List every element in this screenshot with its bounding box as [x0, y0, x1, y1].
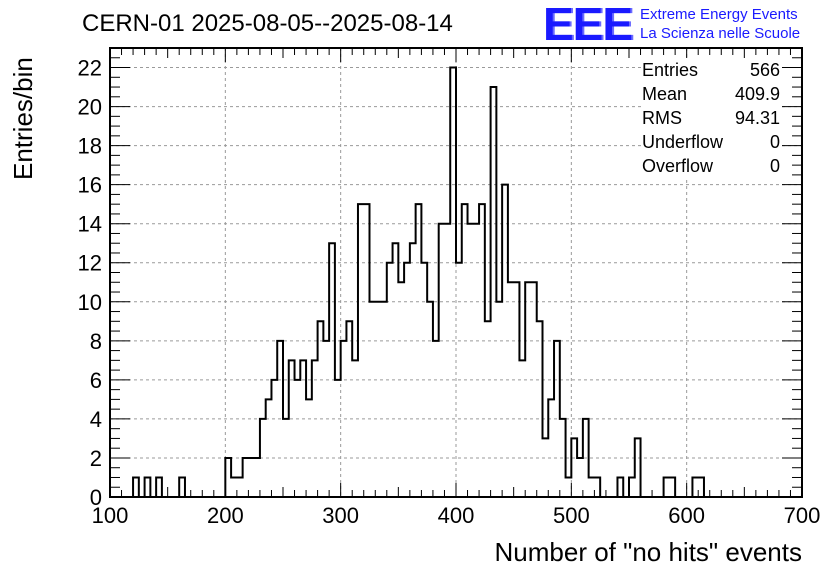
x-tick-label: 300 [322, 503, 359, 528]
x-tick-label: 700 [784, 503, 821, 528]
y-tick-label: 8 [90, 329, 102, 354]
histogram-bin [566, 477, 572, 497]
y-tick-label: 20 [78, 95, 102, 120]
stat-label: RMS [642, 108, 682, 128]
histogram-bin [485, 321, 491, 497]
histogram-bin [295, 380, 301, 497]
histogram-bin [375, 302, 381, 497]
x-tick-label: 400 [438, 503, 475, 528]
x-axis-label: Number of "no hits" events [494, 537, 803, 567]
logo-mark: EEE [543, 0, 633, 50]
y-tick-label: 6 [90, 368, 102, 393]
logo-line-2: La Scienza nelle Scuole [640, 25, 801, 42]
histogram-bin [496, 302, 502, 497]
histogram-bin [381, 302, 387, 497]
logo-text: Extreme Energy Events La Scienza nelle S… [640, 5, 800, 43]
stat-row-overflow: Overflow 0 [642, 154, 780, 178]
histogram-bin [370, 302, 376, 497]
histogram-bin [306, 399, 312, 497]
histogram-bins [133, 68, 704, 497]
stat-label: Entries [642, 60, 699, 80]
stat-row-entries: Entries 566 [642, 58, 780, 82]
x-tick-label: 100 [92, 503, 129, 528]
histogram-bin [248, 458, 254, 497]
histogram-bin [468, 224, 474, 497]
histogram-bin [589, 477, 595, 497]
stats-box: Entries 566 Mean 409.9 RMS 94.31 Underfl… [642, 58, 780, 178]
stat-value: 94.31 [734, 108, 780, 128]
histogram-bin [410, 243, 416, 497]
y-tick-label: 12 [78, 251, 102, 276]
y-tick-label: 16 [78, 173, 102, 198]
stat-value: 566 [749, 60, 780, 80]
y-tick-label: 0 [90, 485, 102, 510]
tick-labels: 100 200 300 400 500 600 700 0 2 4 6 8 10 12 14 16 18 20 22 [78, 56, 821, 528]
y-tick-label: 14 [78, 212, 102, 237]
histogram-bin [352, 360, 358, 497]
stat-label: Underflow [642, 132, 724, 152]
x-tick-label: 500 [553, 503, 590, 528]
histogram-bin [473, 224, 479, 497]
histogram-bin [519, 360, 525, 497]
stat-label: Overflow [642, 156, 714, 176]
histogram-bin [237, 477, 243, 497]
y-tick-label: 4 [90, 407, 102, 432]
stat-value: 0 [769, 132, 780, 152]
x-tick-label: 600 [668, 503, 705, 528]
stat-row-mean: Mean 409.9 [642, 82, 780, 106]
y-axis-label: Entries/bin [8, 57, 38, 180]
y-tick-label: 10 [78, 290, 102, 315]
eee-logo: EEE Extreme Energy Events La Scienza nel… [543, 0, 800, 50]
plot-frame [109, 47, 803, 498]
histogram-bin [254, 458, 260, 497]
y-tick-label: 18 [78, 134, 102, 159]
x-tick-label: 200 [207, 503, 244, 528]
stat-value: 409.9 [734, 84, 780, 104]
histogram-bin [335, 380, 341, 497]
logo-line-1: Extreme Energy Events [640, 6, 798, 23]
stat-value: 0 [769, 156, 780, 176]
histogram-bin [577, 458, 583, 497]
histogram-bin [543, 438, 549, 497]
stat-row-underflow: Underflow 0 [642, 130, 780, 154]
histogram-bin [231, 477, 237, 497]
stat-row-rms: RMS 94.31 [642, 106, 780, 130]
y-tick-label: 22 [78, 56, 102, 81]
histogram-bin [398, 282, 404, 497]
histogram-bin [444, 224, 450, 497]
chart-title: CERN-01 2025-08-05--2025-08-14 [82, 10, 453, 37]
histogram-bin [508, 282, 514, 497]
y-tick-label: 2 [90, 446, 102, 471]
stat-label: Mean [642, 84, 688, 104]
